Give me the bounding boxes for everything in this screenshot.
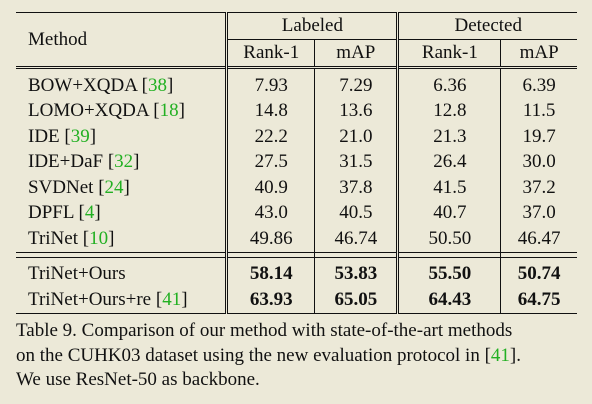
labeled-map-cell: 37.8 — [314, 175, 398, 201]
method-name: BOW+XQDA — [28, 74, 137, 96]
results-table: Method Labeled Detected Rank-1 mAP Rank-… — [16, 12, 577, 318]
labeled-rank1-cell: 43.0 — [225, 200, 315, 226]
detected-rank1-cell: 41.5 — [396, 175, 501, 201]
method-cell: SVDNet [24] — [28, 176, 130, 198]
labeled-map-cell: 40.5 — [314, 200, 398, 226]
method-cell: TriNet+Ours+re [41] — [28, 288, 188, 310]
header-method: Method — [16, 12, 227, 68]
detected-rank1-cell: 21.3 — [396, 124, 501, 150]
detected-rank1-cell: 12.8 — [396, 98, 501, 124]
detected-map-cell: 46.47 — [500, 226, 577, 252]
detected-map-cell: 37.2 — [500, 175, 577, 201]
table-row: SVDNet [24] 40.9 37.8 41.5 37.2 — [16, 175, 577, 201]
detected-map-cell: 37.0 — [500, 200, 577, 226]
labeled-map-cell: 13.6 — [314, 98, 398, 124]
table-row: LOMO+XQDA [18] 14.8 13.6 12.8 11.5 — [16, 98, 577, 124]
detected-map-cell: 11.5 — [500, 98, 577, 124]
labeled-map-cell: 65.05 — [314, 287, 398, 313]
method-cell: BOW+XQDA [38] — [28, 74, 174, 96]
table-row: IDE+DaF [32] 27.5 31.5 26.4 30.0 — [16, 149, 577, 175]
table-row: TriNet+Ours+re [41] 63.93 65.05 64.43 64.75 — [16, 287, 577, 313]
labeled-rank1-cell: 63.93 — [225, 287, 315, 313]
header-detected: Detected — [396, 12, 577, 40]
labeled-rank1-cell: 40.9 — [225, 175, 315, 201]
caption-line-1: Table 9. Comparison of our method with s… — [16, 320, 513, 341]
citation-link[interactable]: 4 — [84, 202, 95, 224]
header-detected-rank1: Rank-1 — [396, 39, 501, 68]
table-row: TriNet [10] 49.86 46.74 50.50 46.47 — [16, 226, 577, 252]
table-row: TriNet+Ours 58.14 53.83 55.50 50.74 — [16, 261, 577, 288]
detected-rank1-cell: 55.50 — [396, 261, 501, 287]
method-name: LOMO+XQDA — [28, 100, 149, 122]
labeled-rank1-cell: 7.93 — [225, 73, 315, 99]
labeled-rank1-cell: 22.2 — [225, 124, 315, 150]
method-name: TriNet+Ours+re — [28, 288, 152, 310]
detected-map-cell: 50.74 — [500, 261, 577, 287]
method-name: DPFL — [28, 202, 74, 224]
labeled-rank1-cell: 14.8 — [225, 98, 315, 124]
header-labeled-rank1: Rank-1 — [225, 39, 315, 68]
detected-rank1-cell: 40.7 — [396, 200, 501, 226]
labeled-map-cell: 46.74 — [314, 226, 398, 252]
header-labeled-map: mAP — [314, 39, 398, 68]
citation-link[interactable]: 32 — [114, 151, 134, 173]
labeled-map-cell: 53.83 — [314, 261, 398, 287]
detected-rank1-cell: 26.4 — [396, 149, 501, 175]
detected-map-cell: 6.39 — [500, 73, 577, 99]
table-row: DPFL [4] 43.0 40.5 40.7 37.0 — [16, 200, 577, 226]
header-labeled: Labeled — [225, 12, 398, 40]
citation-link[interactable]: 39 — [70, 125, 90, 147]
citation-link[interactable]: 24 — [104, 176, 124, 198]
method-cell: IDE+DaF [32] — [28, 151, 140, 173]
caption-line-2: on the CUHK03 dataset using the new eval… — [16, 344, 521, 366]
method-cell: TriNet [10] — [28, 227, 115, 249]
method-cell: LOMO+XQDA [18] — [28, 100, 185, 122]
method-name: SVDNet — [28, 176, 94, 198]
citation-link[interactable]: 41 — [490, 344, 510, 366]
caption-line-3: We use ResNet-50 as backbone. — [16, 369, 260, 390]
labeled-rank1-cell: 49.86 — [225, 226, 315, 252]
detected-rank1-cell: 50.50 — [396, 226, 501, 252]
method-cell: DPFL [4] — [28, 202, 101, 224]
ours-rows: TriNet+Ours 58.14 53.83 55.50 50.74 TriNet+Ou… — [16, 261, 577, 313]
method-cell: IDE [39] — [28, 125, 97, 147]
detected-rank1-cell: 64.43 — [396, 287, 501, 313]
method-name: IDE+DaF — [28, 151, 104, 173]
method-cell: TriNet+Ours — [16, 262, 227, 288]
labeled-map-cell: 21.0 — [314, 124, 398, 150]
citation-link[interactable]: 18 — [159, 100, 179, 122]
detected-map-cell: 64.75 — [500, 287, 577, 313]
detected-rank1-cell: 6.36 — [396, 73, 501, 99]
table-caption: Table 9. Comparison of our method with s… — [16, 319, 581, 393]
citation-link[interactable]: 41 — [162, 288, 182, 310]
labeled-map-cell: 31.5 — [314, 149, 398, 175]
method-name: TriNet — [28, 227, 78, 249]
method-name: IDE — [28, 125, 60, 147]
detected-map-cell: 30.0 — [500, 149, 577, 175]
baseline-rows: BOW+XQDA [38] 7.93 7.29 6.36 6.39 LOMO+XQDA [… — [16, 73, 577, 252]
header-detected-map: mAP — [500, 39, 577, 68]
labeled-map-cell: 7.29 — [314, 73, 398, 99]
table-row: BOW+XQDA [38] 7.93 7.29 6.36 6.39 — [16, 73, 577, 99]
labeled-rank1-cell: 58.14 — [225, 261, 315, 287]
header-row-groups: Method Labeled Detected — [16, 12, 577, 68]
method-name: TriNet+Ours — [28, 263, 126, 285]
detected-map-cell: 19.7 — [500, 124, 577, 150]
labeled-rank1-cell: 27.5 — [225, 149, 315, 175]
table-row: IDE [39] 22.2 21.0 21.3 19.7 — [16, 124, 577, 150]
header-row-metrics: Rank-1 mAP Rank-1 mAP — [16, 39, 577, 68]
citation-link[interactable]: 38 — [147, 74, 167, 96]
citation-link[interactable]: 10 — [89, 227, 109, 249]
